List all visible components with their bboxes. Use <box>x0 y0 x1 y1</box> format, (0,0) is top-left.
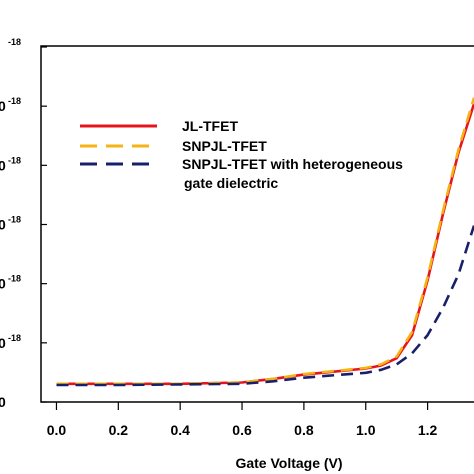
legend-label-snpjl-tfet-hetero: SNPJL-TFET with heterogeneous <box>182 156 403 172</box>
legend-label-jl-tfet: JL-TFET <box>182 118 238 134</box>
legend-label-snpjl-tfet: SNPJL-TFET <box>182 138 267 154</box>
y-tick-exponent: -18 <box>8 155 21 165</box>
x-tick-label: 0.6 <box>232 422 252 438</box>
series-layer <box>56 97 474 387</box>
y-tick-exponent: -18 <box>8 96 21 106</box>
x-tick-label: 1.2 <box>418 422 438 438</box>
x-tick-label: 0.2 <box>109 422 129 438</box>
legend: JL-TFET SNPJL-TFET SNPJL-TFET with heter… <box>80 118 403 191</box>
x-tick-label: 0.0 <box>47 422 67 438</box>
y-tick-exponent: -18 <box>8 215 21 225</box>
series-line-2 <box>56 225 474 387</box>
plot-frame <box>40 45 474 403</box>
y-tick-label: 0 <box>0 217 6 233</box>
y-tick-exponent: -18 <box>8 274 21 284</box>
y-tick-label: 0 <box>0 98 6 114</box>
y-tick-exponent: -18 <box>8 333 21 343</box>
x-axis-ticks: 0.0 0.2 0.4 0.6 0.8 1.0 1.2 <box>47 402 438 438</box>
y-tick-label: 0 <box>0 335 6 351</box>
y-tick-label: 0 <box>0 157 6 173</box>
x-tick-label: 1.0 <box>356 422 376 438</box>
x-tick-label: 0.8 <box>294 422 314 438</box>
y-tick-exponent: -18 <box>8 37 21 47</box>
legend-label-snpjl-tfet-hetero-line2: gate dielectric <box>184 175 278 191</box>
y-tick-label: 0 <box>0 394 6 410</box>
y-tick-label: 0 <box>0 276 6 292</box>
x-tick-label: 0.4 <box>170 422 190 438</box>
y-axis-tick-labels: -180 -180 -180 -180 -180 -180 <box>0 37 47 410</box>
x-axis-title: Gate Voltage (V) <box>235 455 342 471</box>
